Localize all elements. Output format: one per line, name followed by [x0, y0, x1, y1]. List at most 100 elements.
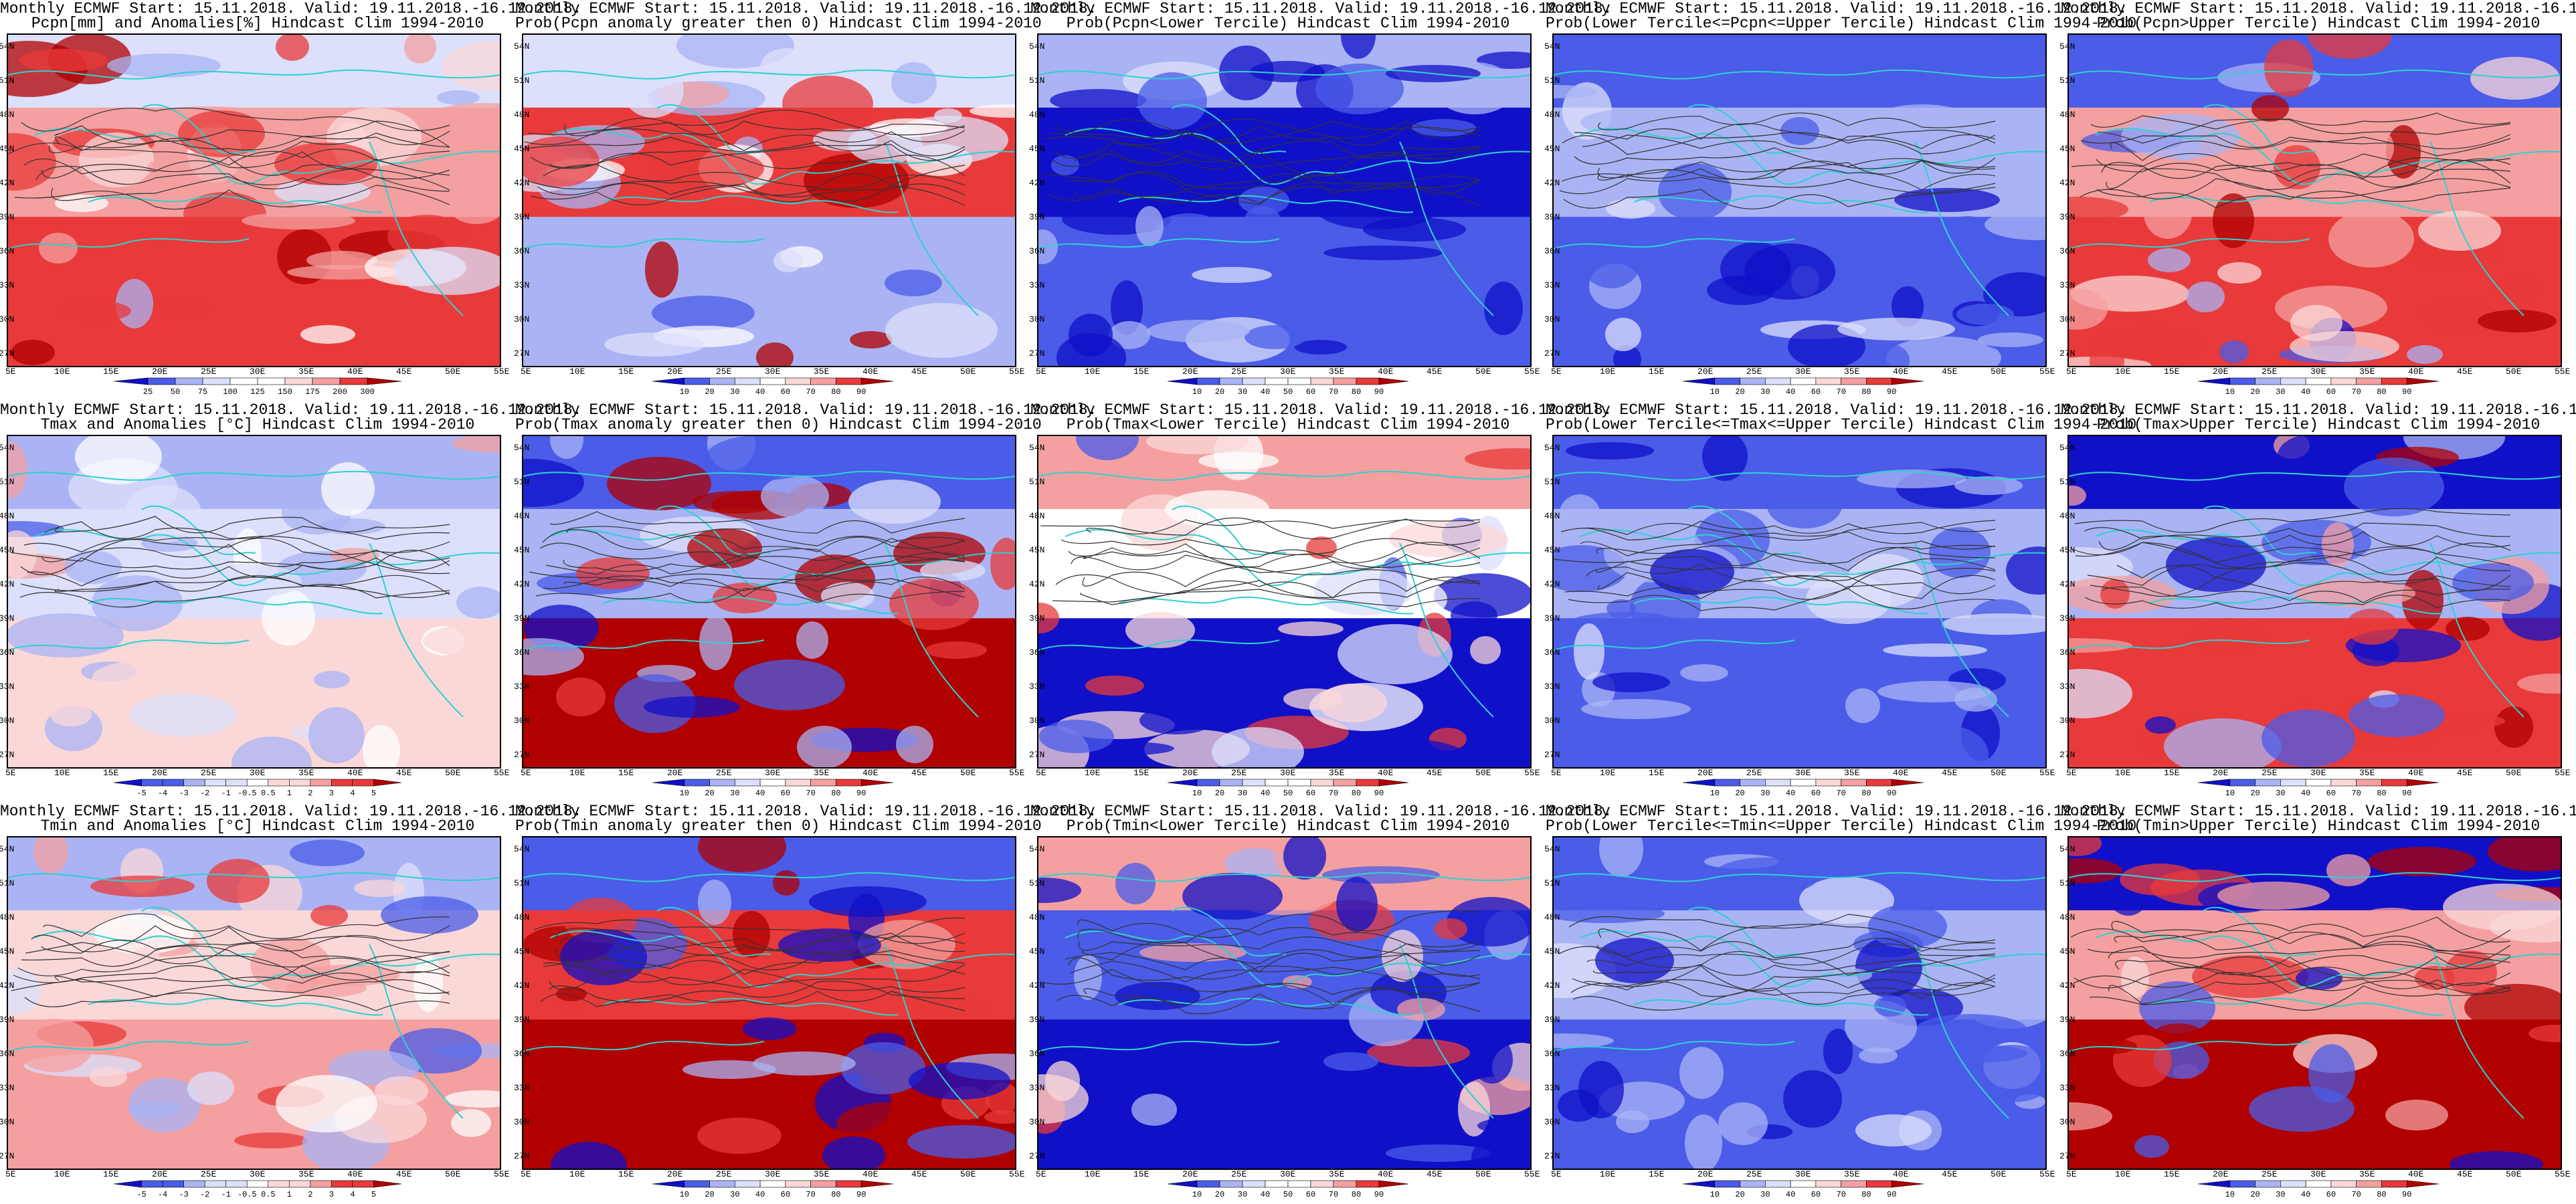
lat-tick-label: 27N [1029, 1151, 1045, 1161]
lon-tick-label: 30E [2310, 367, 2326, 377]
lat-tick-label: 51N [1544, 477, 1560, 487]
lon-tick-label: 5E [1551, 367, 1562, 377]
colorbar: 10 20 30 40 60 70 80 90 [1682, 1180, 1924, 1199]
lon-tick-label: 20E [152, 367, 168, 377]
lon-tick-label: 50E [1475, 768, 1491, 778]
colorbar-tick-label: 70 [1836, 1190, 1845, 1199]
lon-tick-label: 50E [2506, 768, 2522, 778]
lon-tick-label: 35E [814, 367, 830, 377]
lon-tick-label: 30E [765, 1169, 781, 1179]
lat-tick-label: 45N [1029, 545, 1045, 555]
lat-tick-label: 48N [0, 110, 15, 120]
lat-tick-label: 36N [1029, 246, 1045, 256]
lat-tick-label: 54N [514, 443, 530, 453]
colorbar-tick-label: 40 [1786, 789, 1795, 798]
colorbar-tick-label: 20 [705, 387, 714, 397]
lon-tick-label: 35E [2359, 768, 2375, 778]
lon-tick-label: 45E [1427, 367, 1443, 377]
colorbar-tick-label: 1 [287, 789, 292, 798]
colorbar-tick-label: 40 [755, 789, 765, 798]
lon-tick-label: 40E [862, 768, 879, 778]
colorbar-tick-label: 30 [1238, 1190, 1247, 1199]
lon-tick-label: 40E [2408, 768, 2424, 778]
lon-tick-label: 25E [1231, 367, 1247, 377]
lon-tick-label: 15E [1649, 367, 1665, 377]
lon-tick-label: 25E [201, 768, 217, 778]
colorbar-tick-label: 150 [278, 387, 292, 397]
lat-tick-label: 54N [2059, 844, 2076, 854]
colorbar-tick-label: 10 [2225, 789, 2235, 798]
colorbar-tick-label: 10 [2225, 1190, 2235, 1199]
colorbar-tick-label: 60 [2326, 1190, 2336, 1199]
map-field [7, 435, 501, 769]
lon-tick-label: 10E [1085, 1169, 1101, 1179]
lat-tick-label: 27N [0, 1151, 15, 1161]
colorbar-tick-label: -3 [179, 789, 188, 798]
lon-tick-label: 55E [1009, 367, 1025, 377]
lat-tick-label: 36N [1029, 647, 1045, 658]
lon-tick-label: 40E [1378, 1169, 1394, 1179]
colorbar-tick-label: 30 [730, 1190, 739, 1199]
lon-tick-label: 10E [1085, 367, 1101, 377]
lon-tick-label: 50E [1991, 367, 2007, 377]
lat-tick-label: 54N [1544, 41, 1560, 52]
lon-tick-label: 10E [54, 768, 70, 778]
colorbar-tick-label: 40 [755, 1190, 765, 1199]
lat-tick-label: 30N [2059, 1117, 2076, 1127]
colorbar-tick-label: 4 [350, 789, 355, 798]
colorbar-tick-label: 80 [831, 387, 840, 397]
colorbar-tick-label: 80 [1352, 789, 1361, 798]
lat-tick-label: 27N [1544, 1151, 1560, 1161]
lon-tick-label: 10E [1600, 1169, 1616, 1179]
lon-tick-label: 15E [618, 768, 634, 778]
lat-tick-label: 39N [514, 613, 530, 623]
map-panel: Monthly ECMWF Start: 15.11.2018. Valid: … [1029, 401, 1613, 803]
lat-tick-label: 39N [1544, 212, 1560, 222]
panel-title-line1: Monthly ECMWF Start: 15.11.2018. Valid: … [1546, 401, 2128, 419]
colorbar-tick-label: 20 [2250, 789, 2260, 798]
lat-tick-label: 39N [0, 212, 15, 222]
lon-tick-label: 50E [960, 1169, 976, 1179]
lat-tick-label: 42N [514, 579, 530, 589]
lon-tick-label: 50E [2506, 1169, 2522, 1179]
lon-tick-label: 20E [2213, 1169, 2229, 1179]
colorbar-tick-label: 40 [2301, 789, 2310, 798]
lon-tick-label: 35E [1844, 1169, 1860, 1179]
lon-tick-label: 35E [298, 367, 314, 377]
colorbar-tick-label: 20 [1735, 387, 1744, 397]
lon-tick-label: 55E [2039, 367, 2055, 377]
lon-tick-label: 5E [5, 768, 16, 778]
lat-tick-label: 42N [2059, 981, 2076, 991]
colorbar-tick-label: 90 [2402, 789, 2411, 798]
lon-tick-label: 5E [1551, 1169, 1562, 1179]
lon-tick-label: 40E [1378, 768, 1394, 778]
colorbar-tick-label: 40 [1261, 789, 1270, 798]
lat-tick-label: 33N [1544, 1083, 1560, 1093]
lon-tick-label: 55E [2555, 1169, 2571, 1179]
lon-tick-label: 5E [5, 1169, 16, 1179]
lon-tick-label: 5E [2066, 768, 2077, 778]
lat-tick-label: 45N [0, 545, 15, 555]
lon-tick-label: 25E [1746, 367, 1762, 377]
lon-tick-label: 40E [1893, 367, 1909, 377]
colorbar-tick-label: 60 [1306, 789, 1315, 798]
panel-title-line1: Monthly ECMWF Start: 15.11.2018. Valid: … [2061, 803, 2576, 820]
colorbar-tick-label: 70 [1836, 789, 1845, 798]
lat-tick-label: 42N [2059, 579, 2076, 589]
panel-title-line2: Prob(Tmin>Upper Tercile) Hindcast Clim 1… [2096, 817, 2541, 835]
lat-tick-label: 42N [1544, 579, 1560, 589]
colorbar-tick-label: 20 [1215, 789, 1224, 798]
lat-tick-label: 39N [2059, 212, 2076, 222]
lat-tick-label: 39N [1029, 212, 1045, 222]
colorbar-tick-label: 90 [1374, 789, 1384, 798]
lat-tick-label: 39N [514, 1015, 530, 1025]
lon-tick-label: 45E [1942, 367, 1958, 377]
lat-tick-label: 48N [0, 511, 15, 521]
colorbar-tick-label: 75 [198, 387, 207, 397]
lat-tick-label: 36N [514, 246, 530, 256]
colorbar-tick-label: 80 [2377, 1190, 2386, 1199]
lon-tick-label: 5E [2066, 367, 2077, 377]
colorbar: 10 20 30 40 60 70 80 90 [2197, 779, 2440, 798]
colorbar: -5 -4 -3 -2 -1 -0.5 0.5 1 2 3 4 5 [113, 779, 402, 798]
colorbar: 10 20 30 40 60 70 80 90 [652, 1180, 894, 1199]
